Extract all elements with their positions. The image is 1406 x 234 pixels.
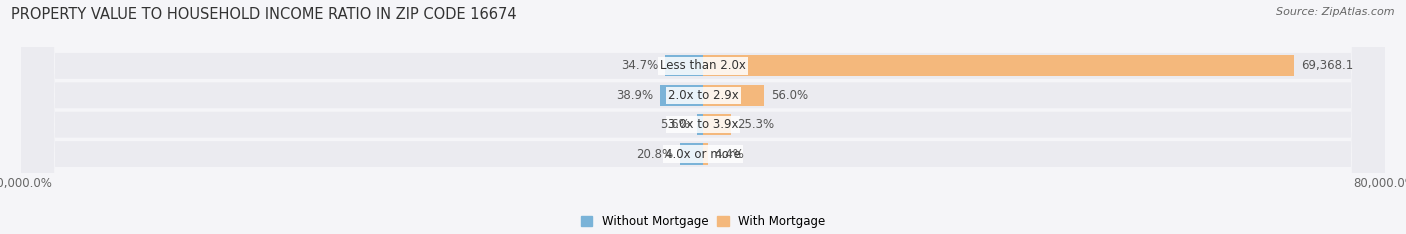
Legend: Without Mortgage, With Mortgage: Without Mortgage, With Mortgage — [576, 211, 830, 233]
Bar — [703, 55, 1295, 77]
Text: PROPERTY VALUE TO HOUSEHOLD INCOME RATIO IN ZIP CODE 16674: PROPERTY VALUE TO HOUSEHOLD INCOME RATIO… — [11, 7, 517, 22]
Text: 20.8%: 20.8% — [637, 148, 673, 161]
Text: 69,368.1: 69,368.1 — [1301, 59, 1354, 72]
Bar — [703, 85, 765, 106]
Bar — [703, 143, 707, 165]
Text: 56.0%: 56.0% — [770, 89, 808, 102]
Bar — [681, 143, 703, 165]
Text: 25.3%: 25.3% — [738, 118, 775, 131]
Text: 2.0x to 2.9x: 2.0x to 2.9x — [668, 89, 738, 102]
Text: 4.4%: 4.4% — [714, 148, 745, 161]
Bar — [665, 55, 703, 77]
Text: 5.6%: 5.6% — [661, 118, 690, 131]
Text: 38.9%: 38.9% — [616, 89, 654, 102]
Text: Source: ZipAtlas.com: Source: ZipAtlas.com — [1277, 7, 1395, 17]
Text: 34.7%: 34.7% — [621, 59, 658, 72]
FancyBboxPatch shape — [21, 0, 1385, 234]
Text: Less than 2.0x: Less than 2.0x — [659, 59, 747, 72]
FancyBboxPatch shape — [21, 0, 1385, 234]
FancyBboxPatch shape — [21, 0, 1385, 234]
Bar — [661, 85, 703, 106]
Bar — [697, 114, 703, 135]
Text: 3.0x to 3.9x: 3.0x to 3.9x — [668, 118, 738, 131]
FancyBboxPatch shape — [21, 0, 1385, 234]
Text: 4.0x or more: 4.0x or more — [665, 148, 741, 161]
Bar — [703, 114, 731, 135]
